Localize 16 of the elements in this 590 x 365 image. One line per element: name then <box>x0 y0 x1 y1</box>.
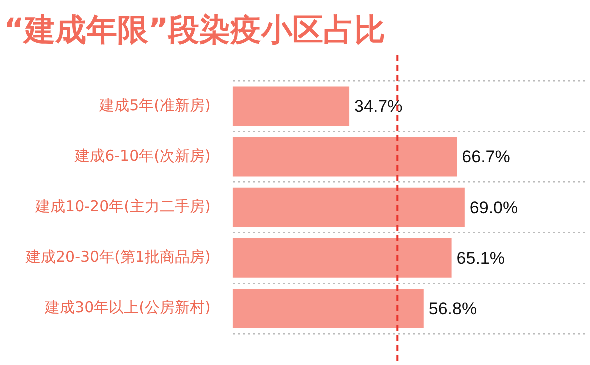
bar <box>232 289 424 328</box>
data-label: 34.7% <box>354 97 403 116</box>
data-label: 65.1% <box>456 248 505 268</box>
y-tick-label: 建成30年以上(公房新村) <box>44 298 211 317</box>
chart-title: “建成年限”段染疫小区占比 <box>4 12 386 49</box>
data-label: 69.0% <box>470 198 518 218</box>
bar <box>232 188 465 228</box>
bar <box>232 238 452 278</box>
bar <box>232 86 350 126</box>
y-tick-label: 建成6-10年(次新房) <box>74 146 211 165</box>
data-label: 66.7% <box>462 148 510 167</box>
data-label: 56.8% <box>428 299 478 318</box>
y-tick-label: 建成10-20年(主力二手房) <box>34 197 211 216</box>
bar <box>232 137 458 177</box>
y-tick-label: 建成5年(准新房) <box>98 96 211 114</box>
y-tick-label: 建成20-30年(第1批商品房) <box>24 248 211 266</box>
